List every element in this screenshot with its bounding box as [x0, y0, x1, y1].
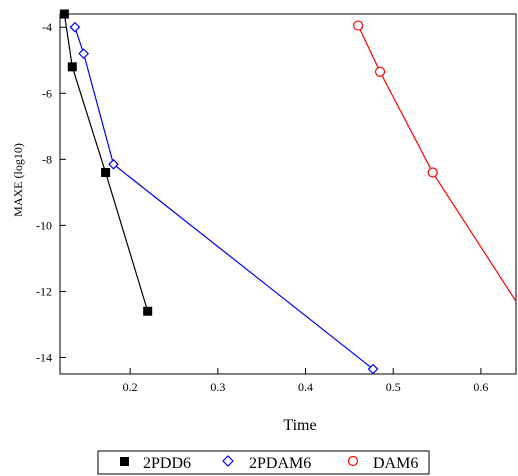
data-point-2pdd6: [101, 168, 111, 178]
x-tick-label: 0.3: [210, 380, 225, 394]
data-point-dam6: [353, 20, 364, 31]
y-tick-label: -6: [42, 86, 52, 100]
legend-label-2pdam6: 2PDAM6: [249, 455, 311, 472]
data-point-2pdam6: [69, 21, 81, 33]
y-tick-label: -10: [36, 218, 52, 232]
data-point-dam6: [427, 167, 438, 178]
legend-label-dam6: DAM6: [373, 455, 418, 472]
x-ticks: 0.2 0.3 0.4 0.5 0.6: [123, 368, 488, 394]
plot-area: -4 -6 -8 -10 -12 -14 0.2 0.3 0.4 0.5 0.6: [36, 9, 517, 394]
y-tick-label: -14: [36, 350, 52, 364]
data-point-2pdd6: [67, 62, 77, 72]
x-axis-label: Time: [283, 417, 316, 434]
y-tick-label: -12: [36, 284, 52, 298]
y-tick-label: -8: [42, 152, 52, 166]
series-line-2pdam6: [74, 27, 374, 370]
data-point-dam6: [374, 66, 386, 77]
data-point-2pdam6: [367, 363, 379, 375]
data-point-2pdam6: [108, 158, 119, 170]
y-ticks: -4 -6 -8 -10 -12 -14: [36, 20, 66, 364]
y-tick-label: -4: [42, 20, 52, 34]
series-line-2pdd6: [63, 14, 149, 312]
legend-label-2pdd6: 2PDD6: [143, 455, 191, 472]
x-tick-label: 0.4: [298, 380, 313, 394]
legend-marker-2pdd6: [120, 457, 129, 466]
y-axis-label: MAXE (log10): [11, 143, 25, 217]
data-point-2pdam6: [78, 48, 90, 59]
data-point-2pdd6: [59, 9, 69, 19]
legend-marker-dam6: [347, 455, 359, 467]
plot-frame: [59, 13, 517, 375]
series-layer: [59, 9, 516, 375]
x-tick-label: 0.5: [386, 380, 401, 394]
legend-box: [97, 450, 430, 475]
series-line-dam6: [357, 25, 516, 302]
x-tick-label: 0.2: [123, 380, 138, 394]
legend-marker-2pdam6: [222, 455, 234, 467]
legend: 2PDD6 2PDAM6 DAM6: [97, 450, 430, 475]
data-point-2pdd6: [143, 306, 153, 316]
x-tick-label: 0.6: [473, 380, 488, 394]
